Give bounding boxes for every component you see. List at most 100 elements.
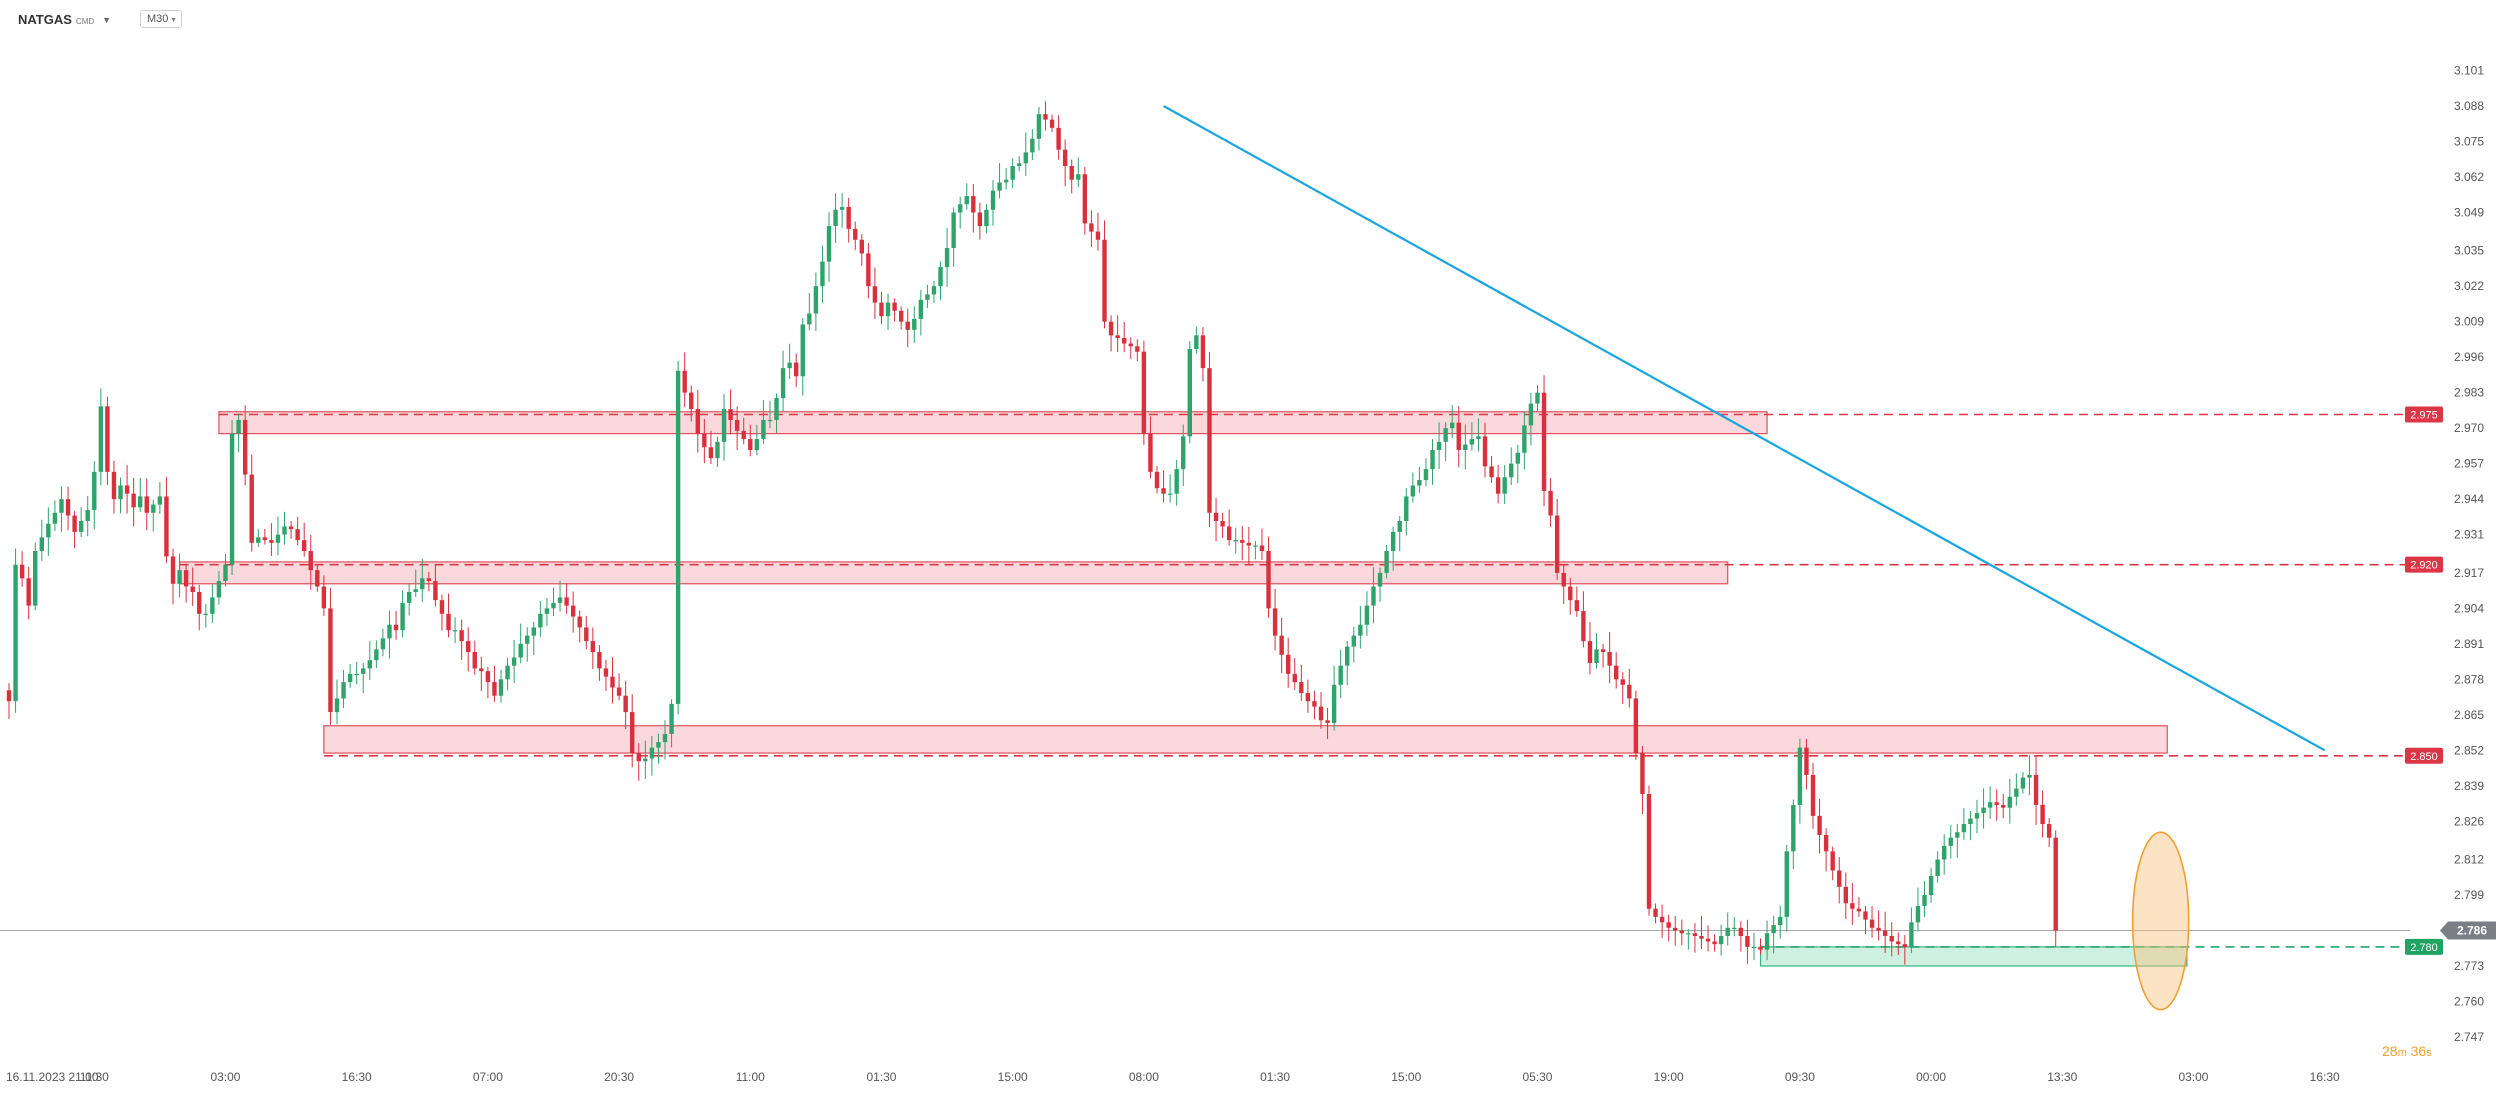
candle[interactable] — [557, 580, 563, 612]
candle[interactable] — [282, 511, 287, 545]
candle[interactable] — [249, 454, 254, 552]
candle[interactable] — [1463, 424, 1468, 470]
candle[interactable] — [1220, 512, 1225, 538]
candle[interactable] — [354, 661, 359, 685]
candle[interactable] — [157, 482, 163, 514]
candle[interactable] — [702, 418, 707, 464]
candle[interactable] — [33, 542, 38, 611]
candle[interactable] — [1259, 528, 1265, 560]
candle[interactable] — [6, 683, 12, 720]
candle[interactable] — [1181, 424, 1186, 487]
candle[interactable] — [538, 601, 543, 637]
candle[interactable] — [662, 720, 668, 760]
candle[interactable] — [466, 627, 471, 672]
candle[interactable] — [1450, 405, 1455, 438]
candle[interactable] — [1915, 887, 1921, 932]
candle[interactable] — [111, 460, 117, 514]
candle[interactable] — [1692, 923, 1698, 953]
candle[interactable] — [2001, 793, 2006, 819]
candle[interactable] — [1554, 498, 1560, 580]
candle[interactable] — [2046, 818, 2052, 848]
candle[interactable] — [754, 424, 760, 456]
candle[interactable] — [616, 673, 622, 701]
candle[interactable] — [1745, 919, 1750, 964]
candle[interactable] — [1994, 789, 1999, 821]
candle[interactable] — [1568, 577, 1573, 615]
candle[interactable] — [131, 477, 136, 527]
candle[interactable] — [689, 385, 694, 422]
candle[interactable] — [1056, 115, 1061, 160]
candle[interactable] — [1856, 897, 1862, 917]
candle[interactable] — [1673, 916, 1678, 946]
candle[interactable] — [1509, 447, 1514, 486]
resistance-zone-3[interactable] — [323, 725, 2168, 754]
candle[interactable] — [971, 184, 976, 233]
candle[interactable] — [1345, 640, 1350, 686]
candle[interactable] — [1594, 633, 1599, 669]
candle[interactable] — [1974, 799, 1980, 834]
candle[interactable] — [570, 591, 576, 633]
candle[interactable] — [1017, 156, 1022, 172]
candle[interactable] — [39, 519, 44, 561]
candle[interactable] — [833, 193, 838, 244]
candle[interactable] — [518, 623, 523, 664]
candle[interactable] — [413, 569, 418, 598]
candle[interactable] — [938, 261, 943, 300]
candle[interactable] — [1646, 785, 1652, 916]
candle[interactable] — [741, 417, 746, 445]
candle[interactable] — [1174, 459, 1179, 506]
candle[interactable] — [1869, 906, 1875, 938]
candle[interactable] — [912, 306, 917, 343]
candle[interactable] — [800, 317, 805, 396]
candle[interactable] — [446, 593, 451, 638]
candle[interactable] — [813, 272, 819, 332]
candle[interactable] — [1548, 478, 1553, 528]
candle[interactable] — [1338, 649, 1343, 699]
candle[interactable] — [590, 627, 596, 670]
candle[interactable] — [1003, 168, 1009, 190]
candle[interactable] — [98, 388, 104, 486]
candle[interactable] — [1482, 422, 1488, 478]
candle[interactable] — [151, 499, 156, 532]
candle[interactable] — [1062, 139, 1068, 187]
candle[interactable] — [1423, 458, 1429, 487]
candle[interactable] — [761, 400, 766, 444]
candle[interactable] — [92, 461, 97, 530]
candle[interactable] — [1331, 665, 1337, 731]
candle[interactable] — [807, 293, 812, 331]
candle[interactable] — [1732, 916, 1737, 937]
candle[interactable] — [643, 740, 648, 780]
candle[interactable] — [13, 548, 18, 713]
candle[interactable] — [1640, 745, 1645, 815]
candle[interactable] — [52, 500, 58, 531]
candle[interactable] — [1981, 788, 1986, 829]
candle[interactable] — [2027, 755, 2032, 796]
candle[interactable] — [138, 478, 143, 512]
candle[interactable] — [859, 234, 864, 266]
candle[interactable] — [767, 400, 773, 429]
candle[interactable] — [1043, 101, 1048, 131]
candle[interactable] — [1712, 934, 1717, 952]
candle[interactable] — [787, 343, 792, 379]
candle[interactable] — [1699, 915, 1704, 950]
candle[interactable] — [302, 522, 307, 557]
candle[interactable] — [1620, 672, 1625, 704]
candle[interactable] — [1089, 210, 1094, 248]
candle[interactable] — [682, 352, 687, 408]
candle[interactable] — [229, 420, 235, 576]
candle[interactable] — [990, 180, 996, 226]
candle[interactable] — [1896, 932, 1901, 956]
candle[interactable] — [708, 430, 714, 464]
candle[interactable] — [721, 393, 727, 461]
candle[interactable] — [1653, 903, 1658, 924]
candle[interactable] — [944, 228, 950, 287]
symbol-name[interactable]: NATGAS — [18, 12, 72, 27]
candle[interactable] — [1574, 586, 1580, 617]
candle[interactable] — [866, 243, 871, 299]
candle[interactable] — [1299, 664, 1304, 702]
candle[interactable] — [203, 604, 208, 628]
candle[interactable] — [1961, 808, 1967, 840]
candle[interactable] — [262, 528, 268, 545]
candle[interactable] — [164, 477, 169, 564]
